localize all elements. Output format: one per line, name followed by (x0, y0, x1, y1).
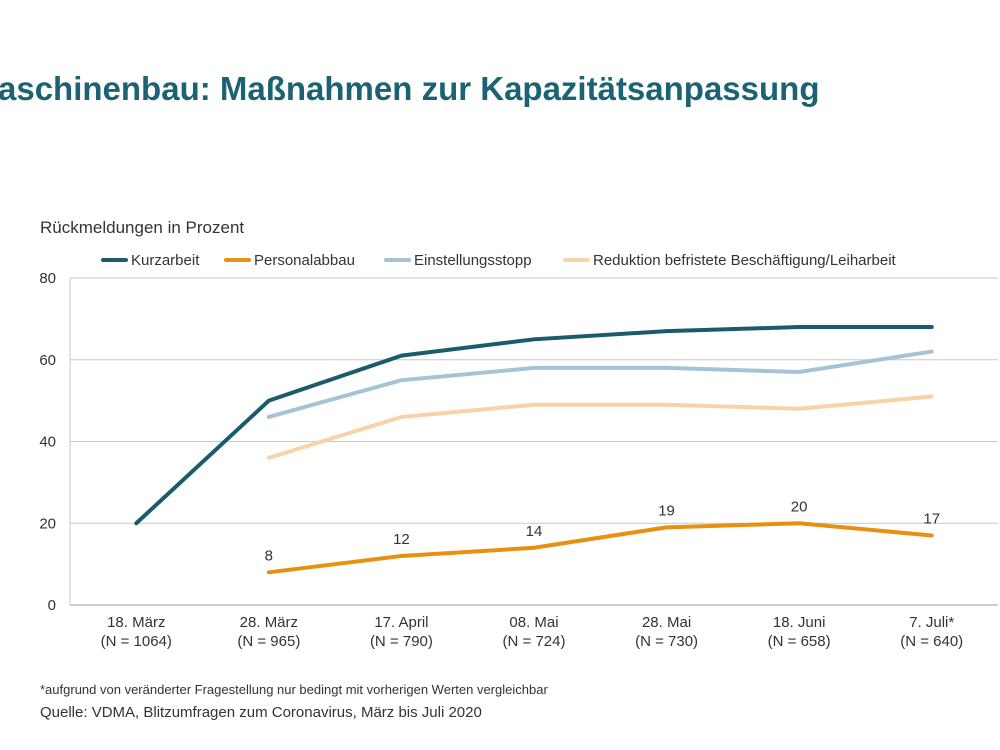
legend-entry: Reduktion befristete Beschäftigung/Leiha… (593, 252, 897, 269)
y-tick-label: 0 (48, 597, 56, 614)
x-tick-label: 17. April (N = 790) (370, 614, 433, 650)
y-tick-label: 40 (39, 434, 56, 451)
y-tick-label: 80 (39, 270, 56, 287)
x-tick-label: 08. Mai (N = 724) (503, 614, 566, 650)
source-note: Quelle: VDMA, Blitzumfragen zum Coronavi… (40, 704, 482, 721)
data-labels: 8 12 14 19 20 17 (265, 498, 940, 564)
y-tick-label: 20 (39, 515, 56, 532)
legend-entry: Kurzarbeit (131, 252, 200, 269)
line-chart: Rückmeldungen in Prozent Kurzarbeit Perso… (39, 218, 998, 650)
footnote: *aufgrund von veränderter Fragestellung … (40, 682, 548, 697)
y-tick-label: 60 (39, 352, 56, 369)
data-label: 8 (265, 547, 273, 564)
page-title: aschinenbau: Maßnahmen zur Kapazitätsanp… (0, 70, 820, 107)
series-line-personalabbau (266, 521, 934, 575)
data-label: 19 (658, 502, 675, 519)
data-label: 12 (393, 531, 410, 548)
data-label: 17 (923, 511, 940, 528)
legend: Kurzarbeit Personalabbau Einstellungsstopp… (101, 252, 897, 269)
x-tick-label: 18. März (N = 1064) (101, 614, 172, 650)
y-axis-ticks: 0 20 40 60 80 (39, 270, 56, 614)
y-axis-label: Rückmeldungen in Prozent (40, 218, 244, 237)
x-tick-label: 7. Juli* (N = 640) (900, 614, 963, 650)
data-label: 14 (526, 523, 543, 540)
series-line-reduktion-befristete-beschäftigung-leiharbeit (266, 394, 934, 460)
legend-entry: Personalabbau (254, 252, 355, 269)
data-label: 20 (791, 498, 808, 515)
gridlines (69, 277, 998, 606)
legend-entry: Einstellungsstopp (414, 252, 532, 269)
series-line-einstellungsstopp (266, 349, 934, 419)
x-axis-ticks: 18. März (N = 1064) 28. März (N = 965) 17. A… (101, 614, 964, 650)
x-tick-label: 28. Mai (N = 730) (635, 614, 698, 650)
series-lines (134, 325, 934, 575)
x-tick-label: 18. Juni (N = 658) (768, 614, 831, 650)
x-tick-label: 28. März (N = 965) (237, 614, 300, 650)
series-line-kurzarbeit (134, 325, 934, 526)
